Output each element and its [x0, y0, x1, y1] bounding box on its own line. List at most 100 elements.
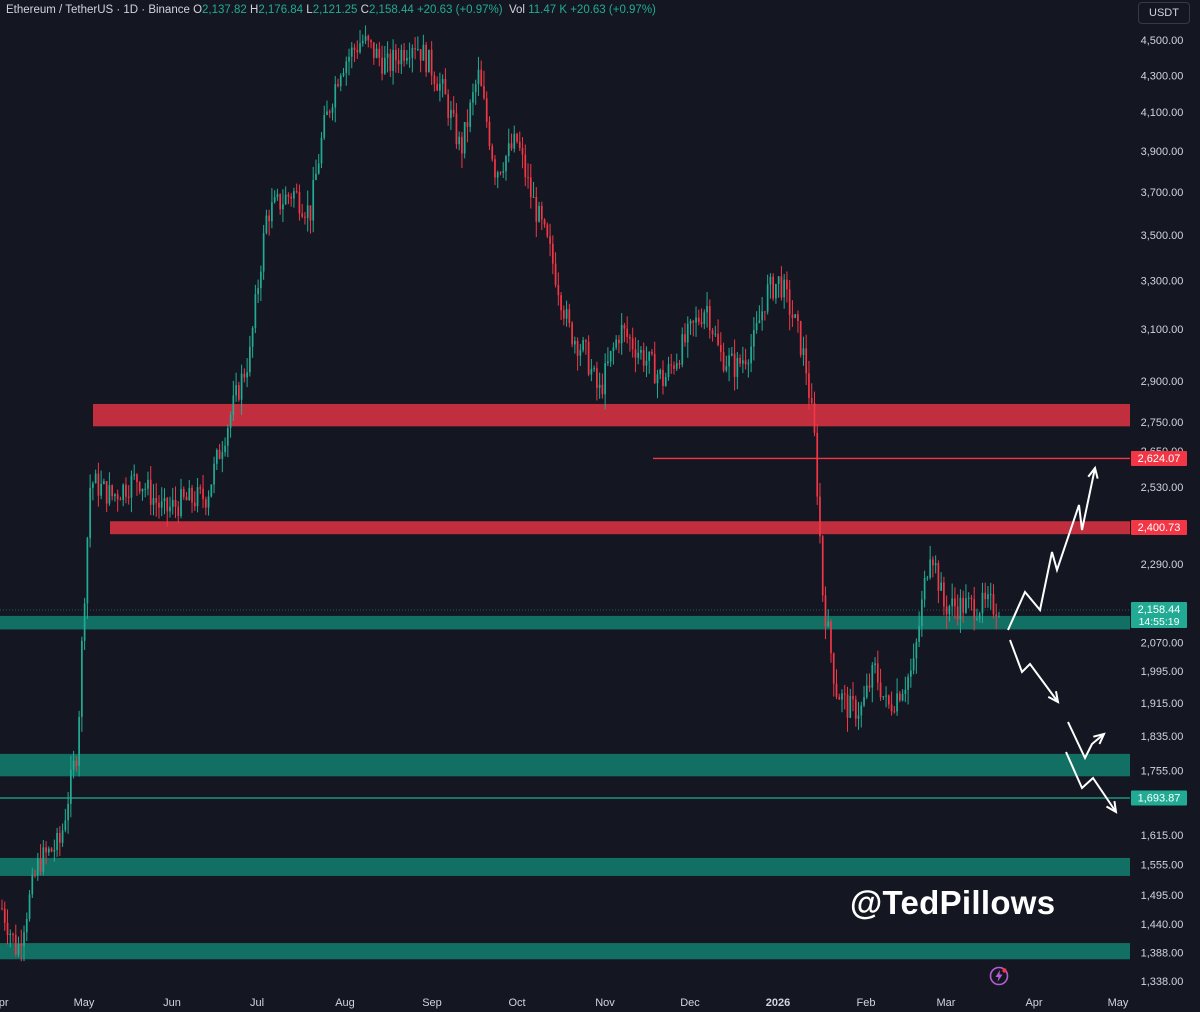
candle-body: [180, 489, 182, 516]
candle-body: [42, 847, 45, 872]
candle-body: [304, 216, 306, 218]
price-tick-label: 2,290.00: [1141, 559, 1184, 571]
price-tick-label: 1,338.00: [1141, 976, 1184, 988]
price-axis[interactable]: 4,500.00 4,300.00 4,100.00 3,900.00 3,700.00…: [1131, 0, 1200, 1012]
candle-body: [414, 48, 416, 50]
candle-body: [788, 289, 791, 315]
time-axis[interactable]: Apr May Jun Jul Aug Sep Oct Nov Dec 2026 Feb Mar Apr…: [0, 997, 1129, 1009]
candle-body: [221, 452, 224, 459]
candle-body: [604, 363, 607, 395]
time-tick-label: Sep: [422, 997, 442, 1009]
candle-body: [769, 276, 772, 285]
candle-body: [543, 219, 546, 225]
candle-body: [573, 340, 576, 345]
candle-body: [565, 309, 568, 319]
candle-body: [607, 361, 609, 364]
candle-body: [469, 102, 472, 127]
candle-body: [585, 340, 587, 342]
candle-body: [912, 658, 915, 671]
candle-body: [695, 317, 697, 323]
candle-body: [780, 276, 783, 298]
candle-body: [739, 357, 741, 364]
lightning-icon[interactable]: [989, 966, 1009, 986]
candle-body: [678, 363, 681, 365]
candle-body: [116, 494, 119, 500]
candle-body: [642, 350, 645, 366]
support-zone: [0, 943, 1130, 960]
horizontal-lines-layer: [0, 457, 1130, 799]
candle-body: [417, 49, 419, 51]
candle-body: [529, 177, 532, 198]
candle-body: [491, 146, 494, 160]
candle-body: [546, 224, 549, 237]
candle-body: [276, 194, 279, 198]
candle-body: [185, 496, 188, 501]
candle-body: [213, 463, 215, 485]
candle-body: [12, 933, 14, 935]
time-tick-label: Jun: [163, 997, 181, 1009]
candle-body: [524, 154, 527, 178]
candle-body: [58, 832, 61, 843]
candle-body: [697, 317, 700, 322]
time-tick-label: May: [1108, 997, 1129, 1009]
candle-body: [978, 613, 981, 619]
candle-body: [830, 621, 832, 654]
candle-body: [386, 53, 389, 58]
candle-body: [439, 83, 441, 91]
candle-body: [202, 488, 204, 500]
candle-body: [246, 372, 248, 378]
candle-body: [744, 360, 747, 365]
price-tick-label: 3,100.00: [1141, 324, 1184, 336]
candle-body: [345, 61, 348, 73]
high-value: 2,176.84: [258, 4, 304, 16]
price-axis-bg: [1131, 0, 1200, 1012]
candles-layer: [1, 25, 1000, 962]
candle-body: [122, 484, 125, 500]
bearish-scenario-arrow-1: [1009, 639, 1059, 703]
candle-body: [232, 395, 235, 415]
candle-body: [312, 179, 315, 221]
candle-body: [962, 597, 965, 613]
volume-label: Vol: [509, 4, 525, 16]
candle-body: [846, 694, 849, 718]
candle-body: [841, 693, 843, 700]
candle-body: [725, 366, 728, 371]
candle-body: [240, 373, 243, 400]
candle-body: [47, 848, 50, 853]
time-tick-label: Mar: [937, 997, 956, 1009]
candle-body: [193, 502, 196, 507]
candle-body: [711, 330, 714, 335]
candle-body: [893, 711, 896, 713]
symbol-name[interactable]: Ethereum / TetherUS · 1D · Binance: [6, 4, 190, 16]
candle-body: [507, 143, 510, 157]
candle-body: [36, 858, 39, 876]
candle-body: [598, 384, 601, 388]
candle-body: [331, 107, 334, 113]
candle-body: [191, 487, 193, 503]
candle-body: [637, 352, 640, 358]
open-label: O: [193, 4, 203, 16]
candle-body: [805, 348, 808, 374]
candle-body: [943, 582, 945, 607]
candle-body: [141, 488, 144, 492]
candle-body: [843, 693, 846, 695]
candle-body: [987, 594, 989, 600]
candle-body: [719, 344, 722, 353]
candle-body: [921, 599, 923, 626]
candle-body: [970, 597, 973, 600]
candle-body: [436, 84, 439, 91]
candle-body: [334, 84, 337, 108]
candle-body: [174, 499, 177, 507]
candle-body: [293, 191, 295, 199]
price-tick-label: 1,440.00: [1141, 919, 1184, 931]
candle-body: [662, 369, 664, 386]
candle-body: [177, 506, 180, 516]
currency-button[interactable]: USDT: [1138, 2, 1190, 24]
candle-body: [937, 563, 940, 591]
candle-body: [521, 148, 524, 155]
time-tick-label: May: [74, 997, 95, 1009]
candle-body: [204, 499, 207, 508]
candle-body: [364, 36, 367, 41]
